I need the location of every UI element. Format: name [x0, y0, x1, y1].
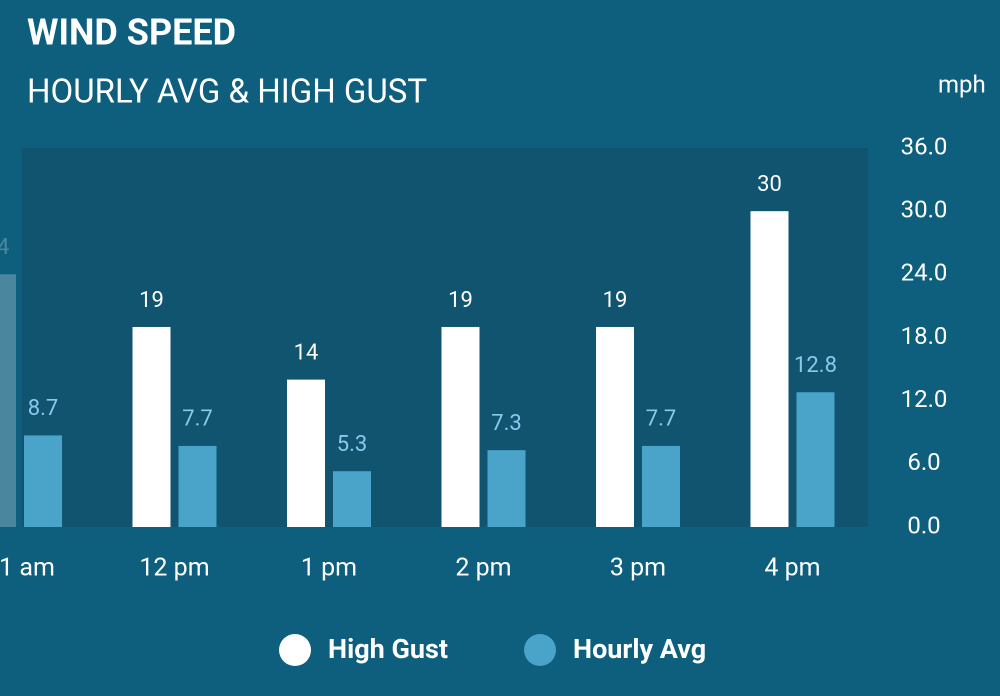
bar	[0, 274, 16, 527]
value-label: 19	[448, 288, 473, 313]
bar	[132, 326, 171, 527]
legend-marker	[524, 634, 556, 666]
y-tick-label: 36.0	[901, 132, 948, 160]
x-tick-label: 11 am	[0, 554, 55, 583]
value-label: 8.7	[28, 396, 59, 421]
bar	[441, 326, 480, 527]
value-label: 14	[294, 340, 319, 365]
chart-title: WIND SPEED	[27, 12, 236, 54]
y-tick-label: 6.0	[907, 448, 940, 476]
y-axis-unit: mph	[938, 70, 986, 98]
bar	[796, 392, 835, 527]
bar	[487, 450, 526, 527]
y-tick-label: 18.0	[901, 322, 948, 350]
value-label: 19	[603, 288, 628, 313]
y-tick-label: 30.0	[901, 196, 948, 224]
x-tick-label: 3 pm	[610, 554, 666, 583]
bar	[333, 471, 371, 527]
chart-subtitle: HOURLY AVG & HIGH GUST	[27, 73, 427, 112]
legend-label: High Gust	[328, 633, 448, 665]
value-label: 24	[0, 235, 9, 260]
legend-label: Hourly Avg	[573, 633, 706, 665]
value-label: 5.3	[337, 432, 368, 457]
bar	[178, 445, 217, 527]
y-tick-label: 0.0	[907, 511, 940, 539]
value-label: 12.8	[794, 353, 837, 378]
value-label: 7.7	[182, 407, 213, 432]
x-tick-label: 4 pm	[764, 554, 820, 583]
bar	[24, 435, 62, 527]
bar	[642, 445, 680, 527]
legend-marker	[279, 634, 311, 666]
bar	[596, 326, 634, 527]
value-label: 19	[139, 288, 164, 313]
x-tick-label: 1 pm	[301, 554, 357, 583]
y-tick-label: 12.0	[901, 385, 948, 413]
y-tick-label: 24.0	[901, 259, 948, 287]
x-tick-label: 12 pm	[139, 554, 209, 583]
value-label: 7.3	[491, 411, 522, 436]
x-tick-label: 2 pm	[455, 554, 511, 583]
bar	[287, 379, 325, 527]
value-label: 30	[757, 172, 782, 197]
bar	[750, 211, 789, 527]
value-label: 7.7	[646, 407, 677, 432]
